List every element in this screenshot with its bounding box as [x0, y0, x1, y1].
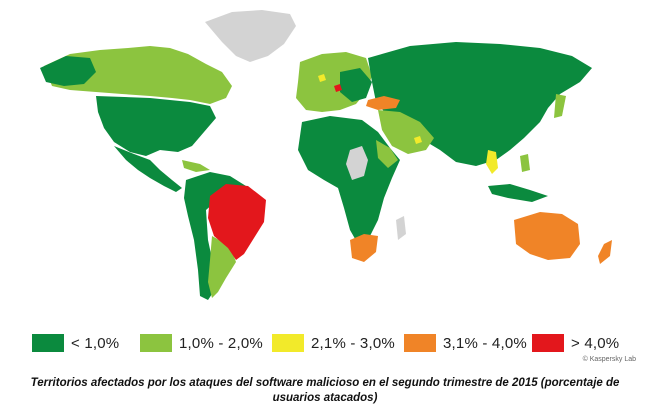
region-africa-nodata: [346, 146, 368, 180]
legend-item-1to2: 1,0% - 2,0%: [140, 332, 263, 354]
region-middle-east: [378, 110, 434, 154]
legend-label: < 1,0%: [71, 334, 120, 352]
region-caribbean: [182, 160, 210, 172]
legend-swatch: [532, 334, 564, 352]
region-hotspot-europe: [334, 84, 342, 92]
region-turkey: [366, 96, 400, 110]
region-new-zealand: [598, 240, 612, 264]
region-philippines: [520, 154, 530, 172]
legend-item-lt1: < 1,0%: [32, 332, 119, 354]
legend-swatch: [272, 334, 304, 352]
legend-item-2to3: 2,1% - 3,0%: [272, 332, 395, 354]
legend: < 1,0% 1,0% - 2,0% 2,1% - 3,0% 3,1% - 4,…: [0, 326, 650, 360]
region-north-america: [96, 96, 216, 156]
region-madagascar: [396, 216, 406, 240]
legend-swatch: [32, 334, 64, 352]
region-argentina: [208, 236, 236, 298]
region-australia: [514, 212, 580, 260]
legend-swatch: [140, 334, 172, 352]
region-alaska: [40, 56, 96, 86]
legend-label: 3,1% - 4,0%: [443, 334, 527, 352]
region-africa-green-light: [376, 140, 398, 168]
region-africa: [298, 116, 400, 244]
region-europe-yellow: [318, 74, 326, 82]
region-south-africa: [350, 234, 378, 262]
region-south-america-west: [184, 172, 246, 300]
legend-label: > 4,0%: [571, 334, 620, 352]
legend-label: 1,0% - 2,0%: [179, 334, 263, 352]
region-brazil: [208, 184, 266, 260]
region-gulf-yellow: [414, 136, 422, 144]
map-caption: Territorios afectados por los ataques de…: [30, 377, 620, 404]
region-europe-east: [340, 68, 372, 102]
region-indonesia: [488, 184, 548, 202]
legend-item-gt4: > 4,0%: [532, 332, 619, 354]
region-japan: [554, 94, 566, 118]
region-southeast-asia: [486, 150, 498, 174]
legend-swatch: [404, 334, 436, 352]
region-mexico-central-america: [114, 146, 182, 192]
copyright-credit: © Kaspersky Lab: [582, 356, 636, 363]
legend-item-3to4: 3,1% - 4,0%: [404, 332, 527, 354]
region-greenland: [205, 10, 296, 62]
legend-label: 2,1% - 3,0%: [311, 334, 395, 352]
world-map: [40, 10, 612, 300]
